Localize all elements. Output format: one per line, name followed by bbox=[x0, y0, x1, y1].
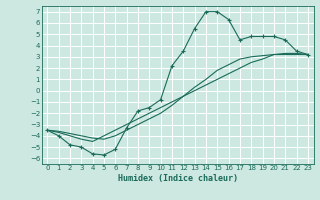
X-axis label: Humidex (Indice chaleur): Humidex (Indice chaleur) bbox=[118, 174, 237, 183]
